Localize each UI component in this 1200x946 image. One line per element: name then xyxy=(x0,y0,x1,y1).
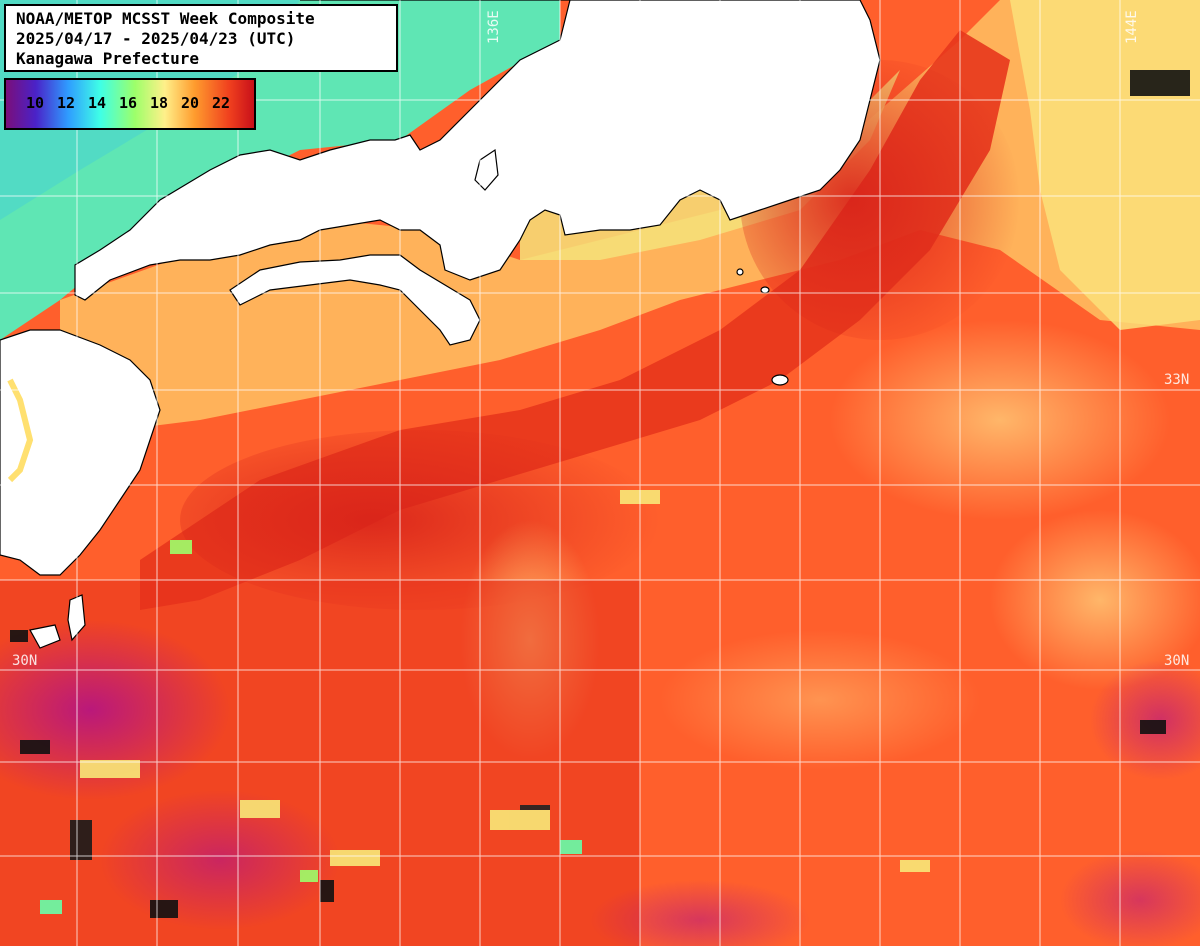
cloud-speckles xyxy=(10,70,1190,918)
legend-tick: 16 xyxy=(119,94,138,112)
legend-gradient xyxy=(6,80,254,128)
legend-tick: 20 xyxy=(181,94,200,112)
legend-tick: 18 xyxy=(150,94,169,112)
legend-tick: 10 xyxy=(26,94,45,112)
title-box: NOAA/METOP MCSST Week Composite 2025/04/… xyxy=(4,4,398,72)
legend-tick: 14 xyxy=(88,94,107,112)
latitude-label-33n-right: 33N xyxy=(1164,372,1190,388)
legend-tick: 12 xyxy=(57,94,76,112)
legend-tick: 22 xyxy=(212,94,231,112)
honshu xyxy=(74,0,881,301)
title-line-1: NOAA/METOP MCSST Week Composite xyxy=(16,9,315,28)
latitude-label-30n-left: 30N xyxy=(12,653,38,669)
awaji-island xyxy=(474,148,499,191)
color-scale-legend: 10 12 14 16 18 20 22 xyxy=(4,78,256,130)
legend-tick-labels: 10 12 14 16 18 20 22 xyxy=(26,94,243,112)
title-line-2: 2025/04/17 - 2025/04/23 (UTC) xyxy=(16,29,296,48)
longitude-label-136e: 136E xyxy=(486,10,502,44)
kyushu xyxy=(0,329,161,576)
yakushima xyxy=(29,624,61,649)
latitude-label-30n-right: 30N xyxy=(1164,653,1190,669)
izu-island xyxy=(771,374,789,386)
title-line-3: Kanagawa Prefecture xyxy=(16,49,200,68)
longitude-label-144e: 144E xyxy=(1124,10,1140,44)
land xyxy=(0,0,881,649)
